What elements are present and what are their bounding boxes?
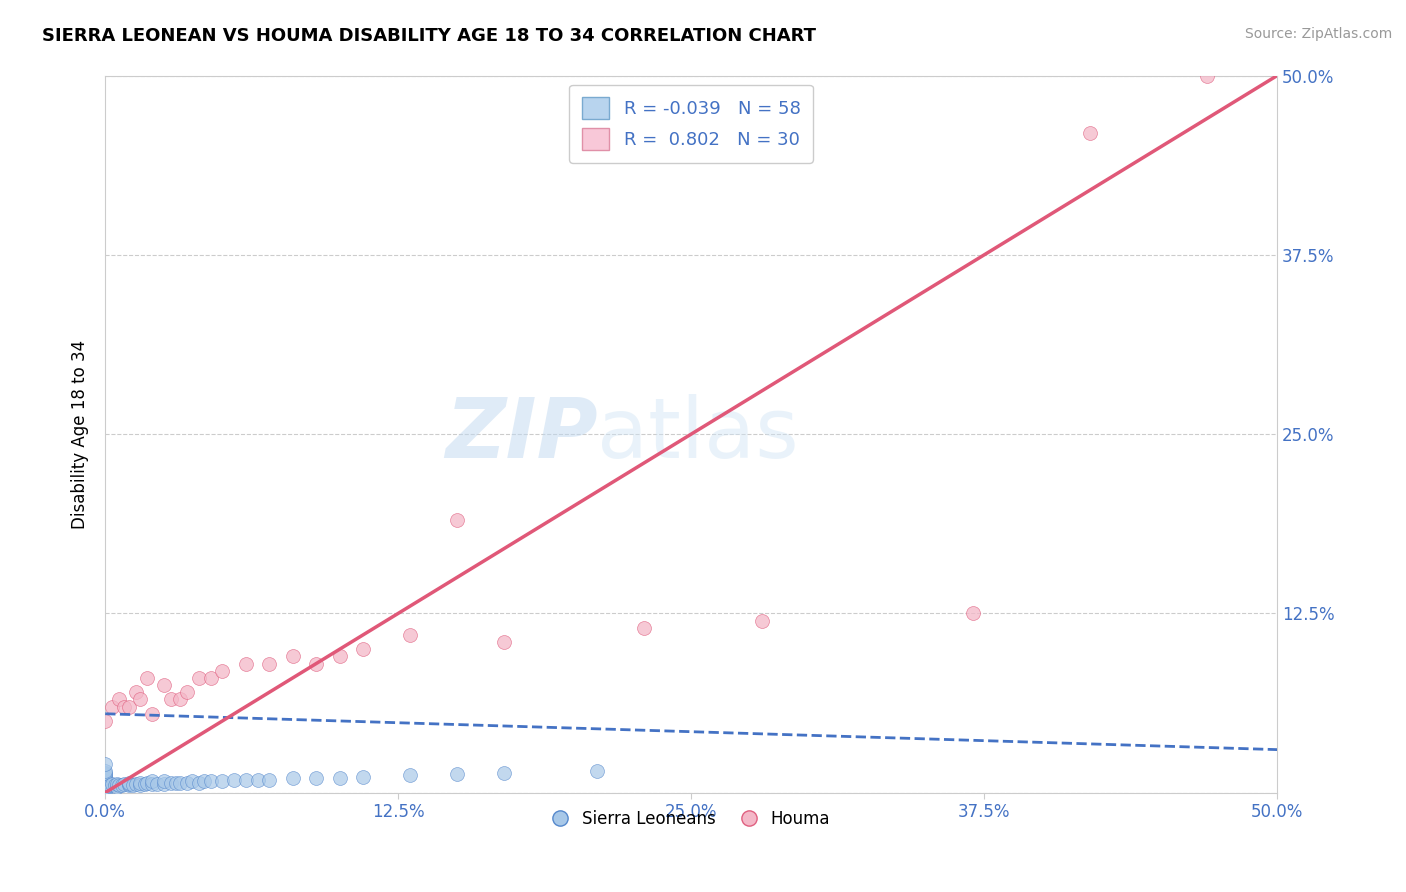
Point xyxy=(211,664,233,678)
Point xyxy=(1078,126,1101,140)
Point xyxy=(200,774,222,789)
Point xyxy=(118,699,141,714)
Point xyxy=(108,779,131,793)
Point xyxy=(136,671,159,685)
Point xyxy=(188,671,211,685)
Point xyxy=(94,780,117,794)
Point xyxy=(176,685,198,699)
Point xyxy=(118,775,141,789)
Point xyxy=(188,775,211,789)
Point xyxy=(129,692,152,706)
Point xyxy=(235,657,257,671)
Point xyxy=(160,692,183,706)
Point xyxy=(94,764,117,779)
Point xyxy=(165,775,187,789)
Point xyxy=(146,777,169,791)
Point xyxy=(352,770,374,784)
Point xyxy=(141,706,163,721)
Point xyxy=(94,781,117,796)
Point xyxy=(105,777,128,791)
Point xyxy=(98,779,121,793)
Point xyxy=(1195,69,1218,83)
Point xyxy=(94,765,117,780)
Point xyxy=(118,777,141,791)
Point xyxy=(118,779,141,793)
Point xyxy=(181,774,204,789)
Point xyxy=(129,775,152,789)
Point xyxy=(94,767,117,781)
Legend: Sierra Leoneans, Houma: Sierra Leoneans, Houma xyxy=(546,803,837,835)
Point xyxy=(281,772,304,786)
Point xyxy=(153,774,176,789)
Point xyxy=(125,685,148,699)
Point xyxy=(160,775,183,789)
Text: atlas: atlas xyxy=(598,393,799,475)
Point xyxy=(122,779,145,793)
Point xyxy=(101,777,124,791)
Point xyxy=(492,635,515,649)
Point xyxy=(141,777,163,791)
Point xyxy=(246,772,269,787)
Point xyxy=(399,768,422,782)
Point xyxy=(281,649,304,664)
Point xyxy=(94,756,117,771)
Point xyxy=(352,642,374,657)
Point xyxy=(235,772,257,787)
Point xyxy=(399,628,422,642)
Point xyxy=(193,774,215,789)
Text: SIERRA LEONEAN VS HOUMA DISABILITY AGE 18 TO 34 CORRELATION CHART: SIERRA LEONEAN VS HOUMA DISABILITY AGE 1… xyxy=(42,27,815,45)
Text: Source: ZipAtlas.com: Source: ZipAtlas.com xyxy=(1244,27,1392,41)
Point xyxy=(94,714,117,728)
Point xyxy=(633,621,655,635)
Point xyxy=(108,692,131,706)
Point xyxy=(94,786,117,800)
Point xyxy=(259,772,281,787)
Text: ZIP: ZIP xyxy=(444,393,598,475)
Point xyxy=(136,775,159,789)
Point xyxy=(586,764,609,779)
Point xyxy=(94,782,117,797)
Point xyxy=(305,657,328,671)
Point xyxy=(94,774,117,789)
Point xyxy=(153,678,176,692)
Point xyxy=(101,699,124,714)
Point xyxy=(305,772,328,786)
Point xyxy=(94,775,117,789)
Point xyxy=(111,779,134,793)
Point xyxy=(112,777,135,791)
Point xyxy=(134,777,156,791)
Y-axis label: Disability Age 18 to 34: Disability Age 18 to 34 xyxy=(72,340,89,529)
Point xyxy=(94,779,117,793)
Point xyxy=(446,767,468,781)
Point xyxy=(751,614,773,628)
Point xyxy=(129,779,152,793)
Point xyxy=(200,671,222,685)
Point xyxy=(105,780,128,794)
Point xyxy=(94,770,117,784)
Point xyxy=(103,779,125,793)
Point xyxy=(329,649,352,664)
Point xyxy=(224,772,246,787)
Point xyxy=(153,777,176,791)
Point xyxy=(125,777,148,791)
Point xyxy=(259,657,281,671)
Point xyxy=(492,765,515,780)
Point xyxy=(169,775,191,789)
Point xyxy=(176,775,198,789)
Point xyxy=(112,699,135,714)
Point xyxy=(446,513,468,527)
Point xyxy=(211,774,233,789)
Point xyxy=(962,607,984,621)
Point xyxy=(94,777,117,791)
Point xyxy=(141,774,163,789)
Point xyxy=(94,772,117,786)
Point xyxy=(169,692,191,706)
Point xyxy=(94,768,117,782)
Point xyxy=(329,772,352,786)
